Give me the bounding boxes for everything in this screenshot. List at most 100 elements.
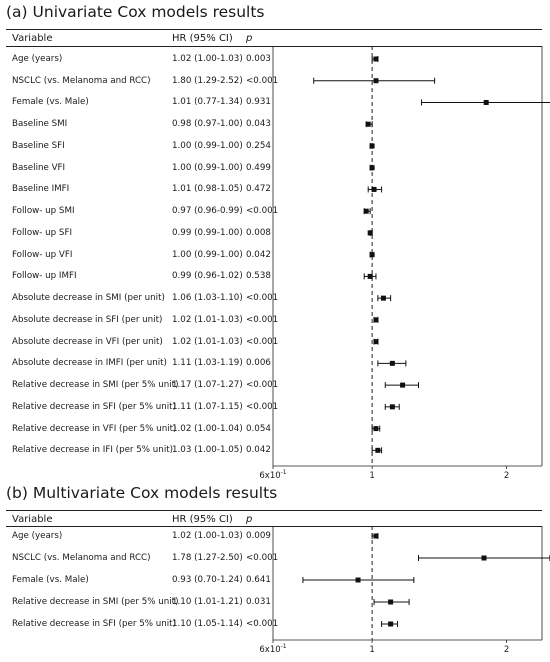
x-tick-label-text: 1 xyxy=(369,645,374,655)
column-header-hr: HR (95% CI) xyxy=(172,514,233,525)
header-top-rule xyxy=(6,510,542,511)
x-tick-label-exponent: -1 xyxy=(281,469,287,476)
row-hr-ci: 1.11 (1.07-1.15) xyxy=(172,401,243,412)
row-hr-ci: 1.80 (1.29-2.52) xyxy=(172,75,243,86)
header-bottom-rule xyxy=(6,46,542,47)
x-tick-label-text: 2 xyxy=(504,645,509,655)
hr-point xyxy=(400,382,406,388)
column-header-p: p xyxy=(246,33,253,44)
hr-point xyxy=(373,78,379,84)
row-p-value: <0.001 xyxy=(246,314,279,325)
hr-point xyxy=(375,447,381,453)
row-p-value: 0.538 xyxy=(246,271,271,282)
row-variable: Baseline IMFI xyxy=(12,184,70,195)
row-hr-ci: 1.01 (0.77-1.34) xyxy=(172,97,243,108)
row-p-value: <0.001 xyxy=(246,553,279,563)
x-tick-label: 6x10-1 xyxy=(259,469,286,481)
row-hr-ci: 1.02 (1.01-1.03) xyxy=(172,336,243,347)
hr-point xyxy=(388,599,394,605)
row-variable: Baseline SFI xyxy=(12,140,65,151)
row-variable: Baseline VFI xyxy=(12,162,66,173)
row-p-value: 0.472 xyxy=(246,184,271,195)
row-p-value: <0.001 xyxy=(246,293,279,304)
row-variable: Follow- up SFI xyxy=(12,227,73,238)
row-p-value: 0.641 xyxy=(246,575,271,585)
row-hr-ci: 0.99 (0.96-1.02) xyxy=(172,271,243,282)
row-p-value: <0.001 xyxy=(246,619,279,629)
row-hr-ci: 0.98 (0.97-1.00) xyxy=(172,119,243,130)
row-variable: Relative decrease in SFI (per 5% unit) xyxy=(12,619,176,629)
row-p-value: <0.001 xyxy=(246,380,279,391)
row-hr-ci: 1.11 (1.03-1.19) xyxy=(172,358,243,369)
column-header-p: p xyxy=(246,514,253,525)
row-hr-ci: 1.17 (1.07-1.27) xyxy=(172,380,243,391)
row-hr-ci: 1.02 (1.00-1.03) xyxy=(172,531,243,541)
row-p-value: <0.001 xyxy=(246,401,279,412)
row-variable: Relative decrease in SFI (per 5% unit) xyxy=(12,401,176,412)
row-hr-ci: 1.10 (1.05-1.14) xyxy=(172,619,243,629)
row-hr-ci: 0.97 (0.96-0.99) xyxy=(172,206,243,217)
hr-point xyxy=(388,621,394,627)
hr-point xyxy=(389,360,395,366)
row-variable: Relative decrease in VFI (per 5% unit) xyxy=(12,423,177,434)
row-p-value: 0.031 xyxy=(246,597,271,607)
x-tick-label-text: 1 xyxy=(369,471,374,481)
x-tick-label-text: 6x10 xyxy=(259,471,280,481)
row-p-value: <0.001 xyxy=(246,75,279,86)
panel-title: (a) Univariate Cox models results xyxy=(6,3,265,21)
row-p-value: 0.042 xyxy=(246,445,271,456)
panel-title: (b) Multivariate Cox models results xyxy=(6,484,278,502)
row-variable: Baseline SMI xyxy=(12,119,68,130)
x-tick-label-text: 2 xyxy=(504,471,509,481)
x-tick-label: 1 xyxy=(369,471,374,481)
row-variable: Female (vs. Male) xyxy=(12,97,89,108)
row-p-value: 0.006 xyxy=(246,358,271,369)
hr-point xyxy=(373,317,379,323)
row-variable: Follow- up VFI xyxy=(12,249,73,260)
hr-point xyxy=(483,99,489,105)
row-variable: Relative decrease in SMI (per 5% unit) xyxy=(12,380,179,391)
hr-point xyxy=(355,577,361,583)
hr-point xyxy=(367,230,373,236)
hr-point xyxy=(373,56,379,62)
x-tick-label: 2 xyxy=(504,471,509,481)
row-variable: Absolute decrease in SMI (per unit) xyxy=(12,293,165,304)
row-hr-ci: 0.99 (0.99-1.00) xyxy=(172,227,243,238)
row-p-value: 0.254 xyxy=(246,140,271,151)
row-hr-ci: 1.02 (1.01-1.03) xyxy=(172,314,243,325)
row-hr-ci: 1.00 (0.99-1.00) xyxy=(172,249,243,260)
row-hr-ci: 1.03 (1.00-1.05) xyxy=(172,445,243,456)
row-p-value: <0.001 xyxy=(246,206,279,217)
row-p-value: 0.499 xyxy=(246,162,271,173)
hr-point xyxy=(380,295,386,301)
row-hr-ci: 1.78 (1.27-2.50) xyxy=(172,553,243,563)
hr-point xyxy=(389,404,395,410)
row-variable: Absolute decrease in SFI (per unit) xyxy=(12,314,163,325)
row-hr-ci: 1.10 (1.01-1.21) xyxy=(172,597,243,607)
row-hr-ci: 1.02 (1.00-1.04) xyxy=(172,423,243,434)
hr-point xyxy=(369,252,375,258)
x-tick-label-text: 6x10 xyxy=(259,645,280,655)
hr-point xyxy=(369,143,375,149)
column-header-hr: HR (95% CI) xyxy=(172,33,233,44)
hr-point xyxy=(371,186,377,192)
row-p-value: 0.008 xyxy=(246,227,271,238)
hr-point xyxy=(373,533,379,539)
row-variable: NSCLC (vs. Melanoma and RCC) xyxy=(12,75,151,86)
hr-point xyxy=(365,121,371,127)
x-tick-label-exponent: -1 xyxy=(281,643,287,650)
row-variable: Age (years) xyxy=(12,54,63,64)
row-hr-ci: 1.06 (1.03-1.10) xyxy=(172,293,243,304)
row-variable: Female (vs. Male) xyxy=(12,575,89,585)
row-variable: Follow- up SMI xyxy=(12,206,75,217)
row-variable: NSCLC (vs. Melanoma and RCC) xyxy=(12,553,151,563)
row-variable: Follow- up IMFI xyxy=(12,271,77,282)
row-p-value: 0.042 xyxy=(246,249,271,260)
row-hr-ci: 1.01 (0.98-1.05) xyxy=(172,184,243,195)
hr-point xyxy=(367,273,373,279)
hr-point xyxy=(369,165,375,171)
row-hr-ci: 1.00 (0.99-1.00) xyxy=(172,140,243,151)
row-p-value: 0.931 xyxy=(246,97,271,108)
row-variable: Absolute decrease in IMFI (per unit) xyxy=(12,358,167,369)
